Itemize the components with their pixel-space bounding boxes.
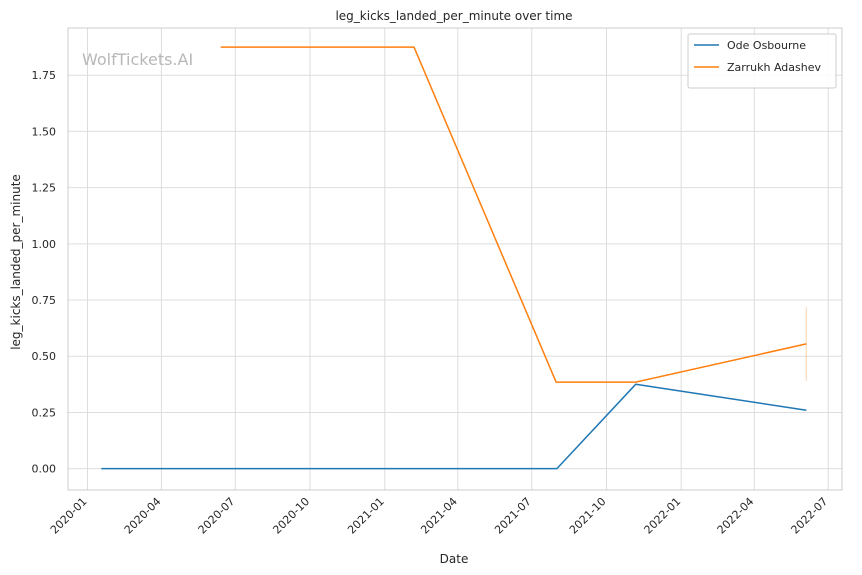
chart-title: leg_kicks_landed_per_minute over time [335, 9, 572, 23]
plot-area-frame [67, 27, 843, 491]
series-line-ode-osbourne [101, 383, 807, 470]
y-tick-label: 0.00 [32, 463, 57, 476]
y-tick-label: 0.50 [32, 350, 57, 363]
y-tick-label: 0.25 [32, 406, 57, 419]
legend-box [687, 33, 837, 89]
legend-label-ode-osbourne: Ode Osbourne [727, 39, 806, 52]
y-tick-label: 1.25 [32, 182, 57, 195]
legend-label-zarrukh-adashev: Zarrukh Adashev [727, 61, 821, 74]
x-axis-label: Date [440, 552, 469, 566]
series-line-zarrukh-adashev [220, 46, 807, 383]
y-axis-label: leg_kicks_landed_per_minute [9, 174, 23, 350]
y-tick-label: 1.75 [32, 69, 57, 82]
y-tick-label: 1.00 [32, 238, 57, 251]
y-tick-label: 0.75 [32, 294, 57, 307]
y-tick-label: 1.50 [32, 125, 57, 138]
watermark: WolfTickets.AI [82, 50, 193, 69]
series-lines [101, 46, 807, 470]
legend: Ode Osbourne Zarrukh Adashev [687, 33, 837, 89]
y-axis-ticks: 0.00 0.25 0.50 0.75 1.00 1.25 1.50 1.75 [32, 69, 57, 475]
